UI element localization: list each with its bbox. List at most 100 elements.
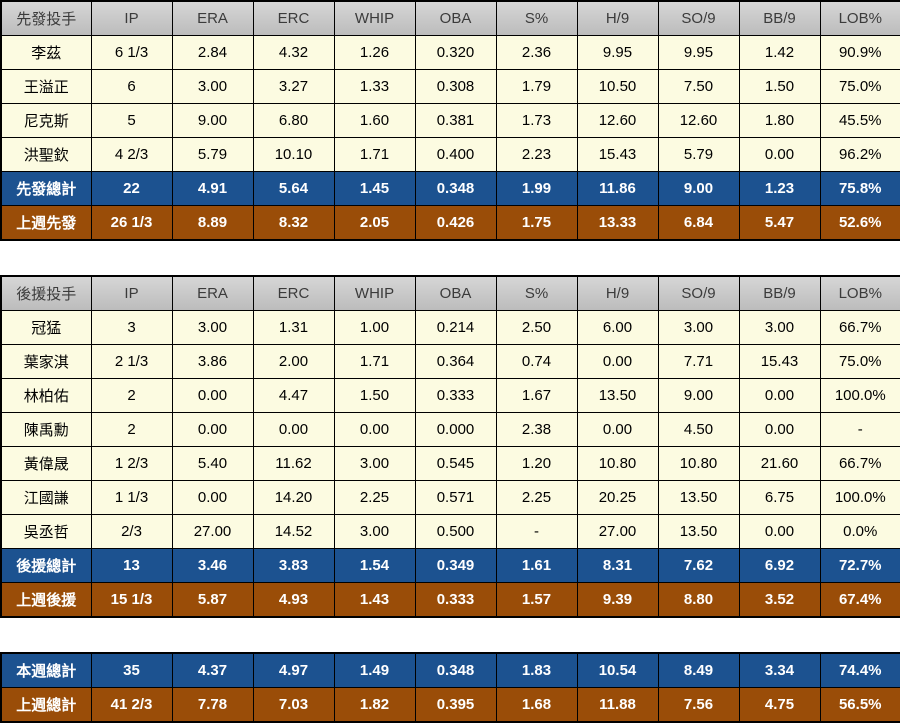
stat-cell: 3.00 bbox=[738, 310, 821, 345]
row-label: 洪聖欽 bbox=[0, 137, 92, 172]
table-row-lastweek: 上週總計 41 2/3 7.78 7.03 1.82 0.395 1.68 11.88 7.56… bbox=[0, 687, 900, 723]
stat-cell: 56.5% bbox=[819, 687, 900, 723]
stat-cell: 12.60 bbox=[657, 103, 740, 138]
stat-cell: 4.32 bbox=[252, 35, 335, 70]
stat-cell: 1.42 bbox=[738, 35, 821, 70]
stat-cell: 1.61 bbox=[495, 548, 578, 583]
stat-cell: 3.34 bbox=[738, 652, 821, 688]
stat-cell: 9.00 bbox=[657, 378, 740, 413]
column-header: ERA bbox=[171, 0, 254, 36]
stat-cell: 3.00 bbox=[171, 69, 254, 104]
column-header: BB/9 bbox=[738, 275, 821, 311]
stat-cell: 13.50 bbox=[657, 514, 740, 549]
row-label: 葉家淇 bbox=[0, 344, 92, 379]
stat-cell: 0.0% bbox=[819, 514, 900, 549]
stat-cell: 1.68 bbox=[495, 687, 578, 723]
stat-cell: 2.05 bbox=[333, 205, 416, 241]
stat-cell: 15 1/3 bbox=[90, 582, 173, 618]
stat-cell: 0.00 bbox=[738, 378, 821, 413]
table-row-lastweek: 上週先發 26 1/3 8.89 8.32 2.05 0.426 1.75 13.33 6.84… bbox=[0, 205, 900, 241]
row-label: 尼克斯 bbox=[0, 103, 92, 138]
stat-cell: 11.88 bbox=[576, 687, 659, 723]
stat-cell: 7.71 bbox=[657, 344, 740, 379]
starters-table: 先發投手 IP ERA ERC WHIP OBA S% H/9 SO/9 BB/9 LOB% 李茲 6 … bbox=[0, 0, 900, 241]
stat-cell: 5 bbox=[90, 103, 173, 138]
table-row-total: 本週總計 35 4.37 4.97 1.49 0.348 1.83 10.54 8.49 3.34… bbox=[0, 652, 900, 688]
stat-cell: 0.00 bbox=[333, 412, 416, 447]
row-label: 先發總計 bbox=[0, 171, 92, 206]
column-header: H/9 bbox=[576, 0, 659, 36]
stat-cell: 100.0% bbox=[819, 378, 900, 413]
stat-cell: 2.00 bbox=[252, 344, 335, 379]
stat-cell: 10.10 bbox=[252, 137, 335, 172]
column-header: IP bbox=[90, 0, 173, 36]
stat-cell: 1.71 bbox=[333, 137, 416, 172]
stat-cell: 1.75 bbox=[495, 205, 578, 241]
stat-cell: 2.36 bbox=[495, 35, 578, 70]
stat-cell: 0.74 bbox=[495, 344, 578, 379]
table-row-data: 李茲 6 1/3 2.84 4.32 1.26 0.320 2.36 9.95 9.95 1.42… bbox=[0, 35, 900, 70]
column-header: S% bbox=[495, 0, 578, 36]
stat-cell: 13.33 bbox=[576, 205, 659, 241]
column-header: BB/9 bbox=[738, 0, 821, 36]
stat-cell: 3.46 bbox=[171, 548, 254, 583]
stat-cell: 4.75 bbox=[738, 687, 821, 723]
stat-cell: 7.50 bbox=[657, 69, 740, 104]
column-header: SO/9 bbox=[657, 275, 740, 311]
stat-cell: 1.31 bbox=[252, 310, 335, 345]
stat-cell: 66.7% bbox=[819, 310, 900, 345]
row-label: 江國謙 bbox=[0, 480, 92, 515]
stat-cell: 3.83 bbox=[252, 548, 335, 583]
stat-cell: 2.50 bbox=[495, 310, 578, 345]
stat-cell: 11.62 bbox=[252, 446, 335, 481]
header-row: 先發投手 IP ERA ERC WHIP OBA S% H/9 SO/9 BB/9 LOB% bbox=[0, 0, 900, 36]
stat-cell: 9.00 bbox=[657, 171, 740, 206]
stat-cell: 3.52 bbox=[738, 582, 821, 618]
stat-cell: 1.71 bbox=[333, 344, 416, 379]
stat-cell: 1 1/3 bbox=[90, 480, 173, 515]
stat-cell: 4.47 bbox=[252, 378, 335, 413]
row-label: 王溢正 bbox=[0, 69, 92, 104]
stat-cell: 0.500 bbox=[414, 514, 497, 549]
stat-cell: 13 bbox=[90, 548, 173, 583]
stat-cell: 8.31 bbox=[576, 548, 659, 583]
column-header: OBA bbox=[414, 0, 497, 36]
column-header: S% bbox=[495, 275, 578, 311]
stat-cell: 0.320 bbox=[414, 35, 497, 70]
stat-cell: 0.00 bbox=[171, 480, 254, 515]
stat-cell: 67.4% bbox=[819, 582, 900, 618]
stat-cell: 7.78 bbox=[171, 687, 254, 723]
row-label: 上週後援 bbox=[0, 582, 92, 618]
stat-cell: 6.00 bbox=[576, 310, 659, 345]
stat-cell: 75.8% bbox=[819, 171, 900, 206]
stat-cell: 6 1/3 bbox=[90, 35, 173, 70]
stat-cell: 1.54 bbox=[333, 548, 416, 583]
table-row-data: 王溢正 6 3.00 3.27 1.33 0.308 1.79 10.50 7.50 1.50 75… bbox=[0, 69, 900, 104]
stat-cell: 1.26 bbox=[333, 35, 416, 70]
stat-cell: 35 bbox=[90, 652, 173, 688]
stat-cell: 4.91 bbox=[171, 171, 254, 206]
stat-cell: 0.00 bbox=[738, 514, 821, 549]
stat-cell: 45.5% bbox=[819, 103, 900, 138]
stat-cell: 1.00 bbox=[333, 310, 416, 345]
stat-cell: 0.00 bbox=[738, 412, 821, 447]
stat-cell: 6.84 bbox=[657, 205, 740, 241]
stat-cell: 7.62 bbox=[657, 548, 740, 583]
stat-cell: 9.95 bbox=[576, 35, 659, 70]
stat-cell: 8.49 bbox=[657, 652, 740, 688]
stat-cell: 100.0% bbox=[819, 480, 900, 515]
stat-cell: 2 bbox=[90, 378, 173, 413]
stat-cell: 15.43 bbox=[576, 137, 659, 172]
table-row-data: 尼克斯 5 9.00 6.80 1.60 0.381 1.73 12.60 12.60 1.80 4… bbox=[0, 103, 900, 138]
stat-cell: 2.84 bbox=[171, 35, 254, 70]
stat-cell: 10.80 bbox=[657, 446, 740, 481]
stat-cell: 5.79 bbox=[657, 137, 740, 172]
table-row-data: 林柏佑 2 0.00 4.47 1.50 0.333 1.67 13.50 9.00 0.00 10… bbox=[0, 378, 900, 413]
column-header: IP bbox=[90, 275, 173, 311]
table-row-data: 吳丞哲 2/3 27.00 14.52 3.00 0.500-27.00 13.50 0.00… bbox=[0, 514, 900, 549]
stat-cell: 0.00 bbox=[576, 412, 659, 447]
column-header: ERC bbox=[252, 275, 335, 311]
stat-cell: 4.37 bbox=[171, 652, 254, 688]
stat-cell: 21.60 bbox=[738, 446, 821, 481]
stat-cell: 0.395 bbox=[414, 687, 497, 723]
